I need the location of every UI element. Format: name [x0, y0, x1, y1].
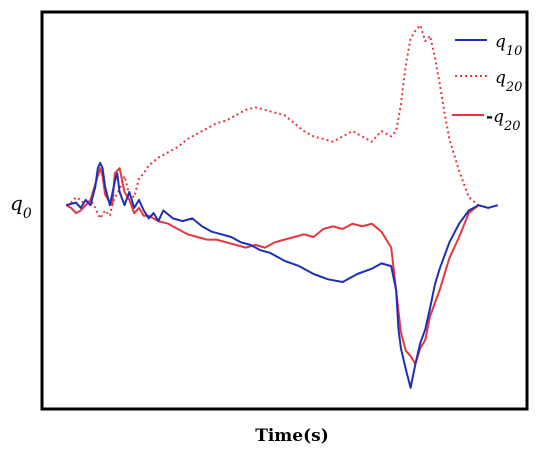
y-axis-label: q0	[10, 191, 32, 222]
legend-entry-q10: q10	[455, 32, 522, 59]
legend-entry-q20-dotted: q20	[455, 68, 522, 95]
x-axis-label: Time(s)	[255, 426, 329, 446]
series-line-1	[65, 24, 480, 220]
legend-label-neg-q20: -q20	[486, 107, 521, 134]
legend: q10 q20 -q20	[452, 32, 522, 134]
legend-entry-neg-q20: -q20	[452, 107, 521, 134]
legend-label-q10: q10	[495, 32, 522, 59]
legend-label-q20-dotted: q20	[495, 68, 522, 95]
plot-frame	[40, 10, 529, 411]
series-line-0	[66, 161, 499, 389]
series-layer	[65, 24, 499, 389]
